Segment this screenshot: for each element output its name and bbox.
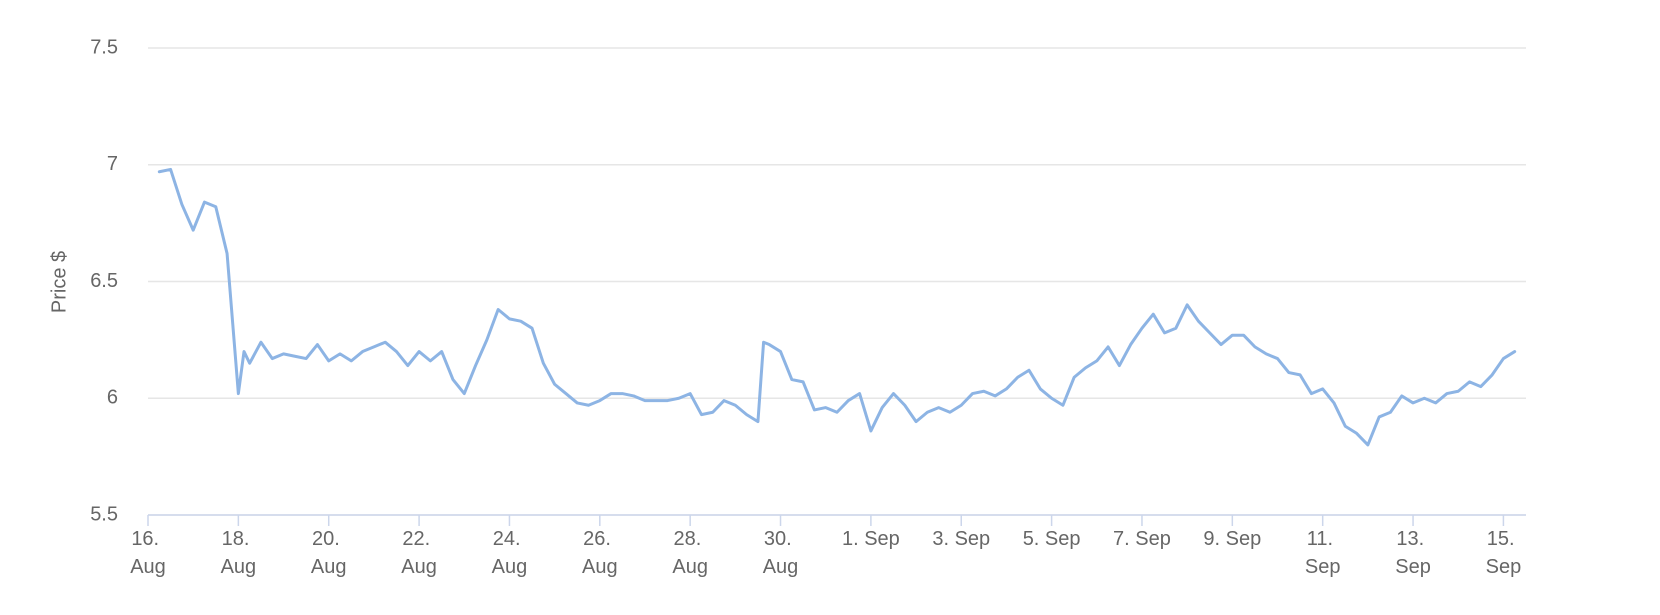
- x-tick-label: 7. Sep: [1113, 528, 1171, 550]
- x-tick-label: 30. Aug: [763, 528, 799, 578]
- x-tick-label: 20. Aug: [311, 528, 347, 578]
- x-tick-label: 16. Aug: [130, 528, 166, 578]
- y-tick-label: 6: [107, 387, 118, 409]
- x-tick-label: 13. Sep: [1395, 528, 1431, 578]
- y-tick-label: 7: [107, 153, 118, 175]
- y-tick-label: 6.5: [90, 270, 118, 292]
- x-tick-label: 26. Aug: [582, 528, 618, 578]
- x-tick-label: 15. Sep: [1486, 528, 1522, 578]
- x-tick-label: 22. Aug: [401, 528, 437, 578]
- x-tick-label: 5. Sep: [1023, 528, 1081, 550]
- x-tick-label: 18. Aug: [221, 528, 257, 578]
- x-tick-label: 24. Aug: [492, 528, 528, 578]
- price-line: [157, 167, 1517, 447]
- x-tick-label: 9. Sep: [1203, 528, 1261, 550]
- y-tick-label: 5.5: [90, 503, 118, 525]
- y-tick-label: 7.5: [90, 36, 118, 58]
- x-tick-label: 3. Sep: [932, 528, 990, 550]
- x-tick-label: 28. Aug: [672, 528, 708, 578]
- y-axis-label: Price $: [48, 251, 70, 313]
- x-tick-label: 11. Sep: [1305, 528, 1341, 578]
- x-tick-label: 1. Sep: [842, 528, 900, 550]
